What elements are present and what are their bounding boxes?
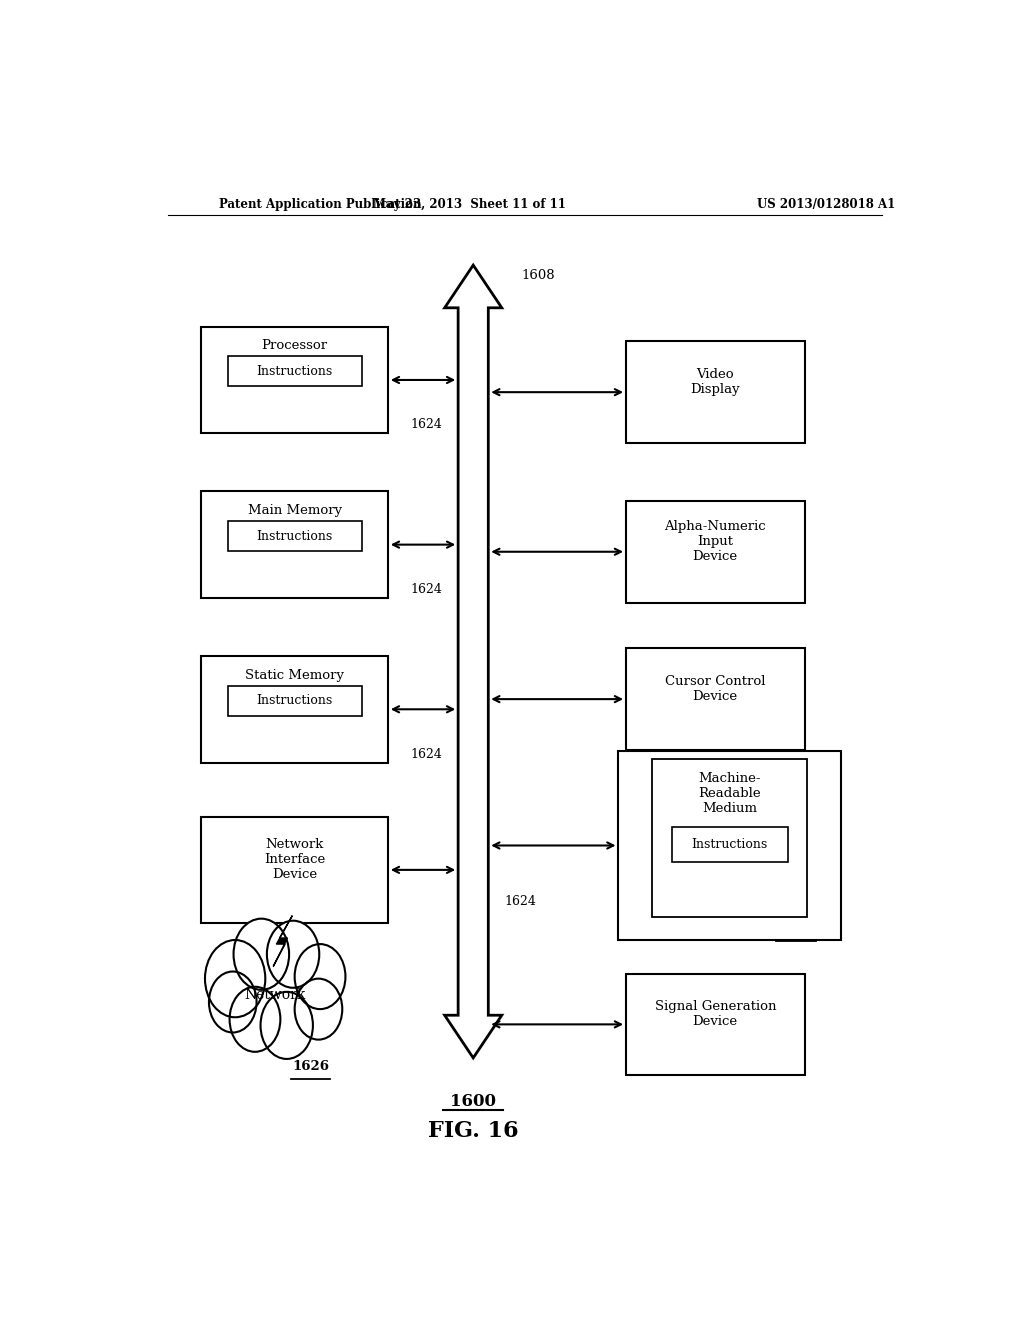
Text: Instructions: Instructions: [691, 838, 768, 851]
Circle shape: [295, 978, 342, 1040]
Text: Patent Application Publication: Patent Application Publication: [219, 198, 422, 211]
Circle shape: [267, 921, 319, 987]
Text: Video
Display: Video Display: [690, 368, 740, 396]
FancyBboxPatch shape: [652, 759, 807, 916]
Text: 1602: 1602: [317, 412, 354, 425]
Text: 1606: 1606: [317, 742, 354, 754]
Circle shape: [233, 919, 289, 990]
Text: 1618: 1618: [736, 1055, 773, 1068]
FancyBboxPatch shape: [202, 817, 388, 923]
Text: Alpha-Numeric
Input
Device: Alpha-Numeric Input Device: [665, 520, 766, 564]
Circle shape: [295, 944, 345, 1008]
Circle shape: [229, 987, 281, 1052]
Text: 1624: 1624: [504, 895, 536, 908]
Text: Signal Generation
Device: Signal Generation Device: [654, 1001, 776, 1028]
Polygon shape: [444, 265, 502, 1057]
FancyBboxPatch shape: [626, 342, 805, 444]
Text: 1604: 1604: [317, 577, 354, 590]
FancyBboxPatch shape: [202, 656, 388, 763]
FancyBboxPatch shape: [618, 751, 841, 940]
Circle shape: [205, 940, 265, 1018]
Text: Main Memory: Main Memory: [248, 504, 342, 517]
Polygon shape: [273, 916, 292, 966]
FancyBboxPatch shape: [626, 500, 805, 602]
Text: May 23, 2013  Sheet 11 of 11: May 23, 2013 Sheet 11 of 11: [373, 198, 565, 211]
Text: Cursor Control
Device: Cursor Control Device: [665, 675, 766, 704]
FancyBboxPatch shape: [202, 491, 388, 598]
Text: Machine-
Readable
Medium: Machine- Readable Medium: [698, 772, 761, 816]
Text: 1624: 1624: [411, 583, 442, 595]
FancyBboxPatch shape: [626, 648, 805, 750]
Text: Static Memory: Static Memory: [245, 669, 344, 681]
Circle shape: [260, 991, 313, 1059]
Text: 1622: 1622: [755, 891, 792, 904]
FancyBboxPatch shape: [626, 974, 805, 1076]
Text: Instructions: Instructions: [257, 364, 333, 378]
Text: 1612: 1612: [736, 582, 773, 595]
Text: 1626: 1626: [292, 1060, 329, 1073]
Text: 1624: 1624: [411, 418, 442, 432]
Text: US 2013/0128018 A1: US 2013/0128018 A1: [757, 198, 896, 211]
Text: 1616: 1616: [777, 921, 815, 935]
Text: 1620: 1620: [317, 902, 354, 915]
Text: 1600: 1600: [451, 1093, 497, 1110]
FancyBboxPatch shape: [672, 826, 787, 862]
FancyBboxPatch shape: [227, 686, 361, 715]
Text: Processor: Processor: [261, 339, 328, 352]
Circle shape: [209, 972, 257, 1032]
Text: 1624: 1624: [411, 747, 442, 760]
Text: Instructions: Instructions: [257, 694, 333, 708]
Text: Network: Network: [244, 987, 305, 1002]
FancyBboxPatch shape: [227, 356, 361, 387]
FancyBboxPatch shape: [227, 521, 361, 550]
Text: 1608: 1608: [521, 269, 555, 281]
Text: 1610: 1610: [736, 422, 773, 436]
Text: FIG. 16: FIG. 16: [428, 1121, 518, 1142]
Text: Network
Interface
Device: Network Interface Device: [264, 838, 326, 880]
Text: 1614: 1614: [736, 729, 773, 742]
Text: Instructions: Instructions: [257, 529, 333, 543]
FancyBboxPatch shape: [202, 326, 388, 433]
